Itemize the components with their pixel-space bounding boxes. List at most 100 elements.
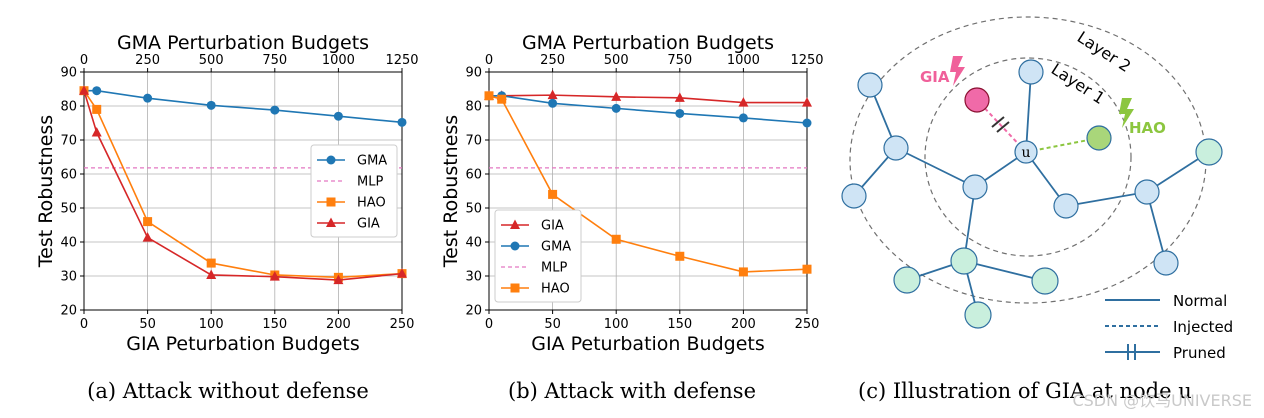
chart-b-series-hao-point: [802, 264, 812, 274]
edge: [1025, 71, 1032, 153]
graph-node-green: [893, 266, 921, 294]
graph-node: [841, 183, 867, 209]
chart-a-xtick-label: 250: [390, 317, 415, 332]
chart-b-series-gia-point: [611, 91, 622, 101]
gia-attack-label: GIA: [920, 68, 950, 86]
chart-b-ytick-label: 30: [465, 270, 482, 285]
chart-a-top-axis-label: GMA Perturbation Budgets: [117, 32, 369, 54]
chart-a-x2tick-label: 0: [80, 53, 88, 68]
graph-node: [1134, 179, 1160, 205]
chart-a-series-hao-point: [143, 217, 153, 227]
chart-b-legend-label-gia: GIA: [541, 219, 564, 234]
illustration-caption: (c) Illustration of GIA at node u: [858, 379, 1192, 403]
chart-b-x2tick-label: 1000: [727, 53, 760, 68]
legend-pruned-icon: [1127, 344, 1136, 360]
hao-attack-label: HAO: [1129, 119, 1166, 137]
layer2-label: Layer 2: [1074, 27, 1135, 76]
chart-b-xtick-label: 250: [795, 317, 820, 332]
chart-b-series-gia-point: [547, 89, 558, 100]
pruned-mark-icon: [991, 116, 1010, 133]
chart-a-series-gma-point: [270, 105, 280, 115]
chart-a-caption: (a) Attack without defense: [87, 379, 369, 403]
chart-a-x2tick-label: 250: [135, 53, 160, 68]
chart-a-xtick-label: 0: [80, 317, 88, 332]
graph-node-green: [1031, 267, 1059, 295]
chart-a-legend: GMA MLP HAO GIA: [310, 144, 398, 238]
chart-a-ytick-label: 70: [60, 134, 77, 149]
chart-b-y-axis-label: Test Robustness: [440, 115, 462, 268]
chart-a-series-gma-point: [143, 93, 153, 103]
chart-a-series-gma-point: [397, 117, 407, 127]
chart-b-series-hao-point: [548, 189, 558, 199]
chart-a-series-gia-point: [333, 274, 344, 285]
chart-b-series-gia-point: [802, 97, 812, 107]
chart-b-ytick-label: 60: [465, 168, 482, 183]
chart-a-xtick-label: 200: [326, 317, 351, 332]
chart-a-x-axis-label: GIA Peturbation Budgets: [126, 333, 360, 355]
chart-a-series-gma-point: [206, 100, 216, 110]
chart-b-series-gma-point: [548, 98, 558, 108]
chart-b-plot-frame: [488, 71, 808, 311]
chart-b-xtick-label: 200: [731, 317, 756, 332]
chart-b-legend-label-mlp: MLP: [541, 261, 567, 276]
chart-b-legend-marker-gia: [510, 219, 520, 229]
edge: [895, 147, 976, 188]
chart-b-legend-marker-hao: [510, 283, 520, 293]
chart-b-series-gia-point: [674, 92, 685, 102]
chart-a-ytick-label: 50: [60, 202, 77, 217]
chart-a-legend-label-gma: GMA: [357, 154, 387, 169]
chart-b-series-hao-point: [675, 251, 685, 261]
chart-b-x2tick-label: 250: [540, 53, 565, 68]
chart-a-series-gia-point: [142, 232, 153, 242]
chart-b: 20 30 40 50 60 70 80 90 0 50 100 150 200 250 0 250 500…: [440, 32, 824, 403]
chart-a-legend-label-hao: HAO: [357, 196, 386, 211]
chart-a-legend-label-mlp: MLP: [357, 175, 383, 190]
hao-lightning-icon: [1119, 98, 1134, 128]
legend-pruned-label: Pruned: [1173, 344, 1226, 362]
chart-b-x-axis-label: GIA Peturbation Budgets: [531, 333, 765, 355]
chart-b-series-hao-point: [497, 94, 507, 104]
graph-node: [857, 72, 883, 98]
graph-node-green: [1195, 138, 1223, 166]
chart-a-series-gia-point: [79, 85, 89, 95]
chart-a-x2tick-label: 1250: [385, 53, 418, 68]
chart-a-ytick-label: 20: [60, 304, 77, 319]
chart-b-series-gia-point: [738, 97, 749, 107]
chart-b-legend-label-gma: GMA: [541, 240, 571, 255]
chart-a-series-gia-point: [206, 269, 217, 279]
chart-b-xtick-label: 0: [485, 317, 493, 332]
chart-b-ytick-label: 80: [465, 100, 482, 115]
chart-b-series-hao-point: [484, 91, 494, 101]
graph-nodes: [841, 59, 1223, 329]
chart-a-ytick-label: 80: [60, 100, 77, 115]
chart-a-plot-frame: [83, 71, 403, 311]
edge: [1065, 191, 1148, 207]
chart-b-series-hao-point: [738, 267, 748, 277]
chart-b-xtick-label: 150: [667, 317, 692, 332]
chart-b-legend-label-hao: HAO: [541, 282, 570, 297]
graph-node: [883, 135, 909, 161]
chart-b-series-gma-point: [675, 108, 685, 118]
chart-a-legend-label-gia: GIA: [357, 217, 380, 232]
chart-b-series-gma-point: [802, 118, 812, 128]
chart-a-ytick-label: 60: [60, 168, 77, 183]
chart-b-x2tick-label: 0: [485, 53, 493, 68]
chart-a-series-gma-line: [84, 89, 403, 124]
chart-a-series-hao-point: [206, 258, 216, 268]
illustration-legend: Normal Injected Pruned: [1105, 292, 1233, 362]
center-node-label: u: [1021, 145, 1030, 161]
graph-node-green: [950, 247, 978, 275]
chart-a-legend-marker-gma: [326, 155, 336, 165]
chart-a-legend-box: [310, 144, 398, 238]
chart-a-y-axis-label: Test Robustness: [35, 115, 57, 268]
chart-b-ytick-label: 50: [465, 202, 482, 217]
chart-b-series-hao-point: [611, 234, 621, 244]
chart-b-series-gma-point: [611, 103, 621, 113]
chart-a-ytick-label: 90: [60, 66, 77, 81]
layer1-label: Layer 1: [1048, 59, 1109, 108]
center-node-u: [1014, 140, 1038, 164]
chart-b-caption: (b) Attack with defense: [508, 379, 756, 403]
chart-a-series-hao-point: [92, 104, 102, 114]
graph-node-green: [964, 301, 992, 329]
